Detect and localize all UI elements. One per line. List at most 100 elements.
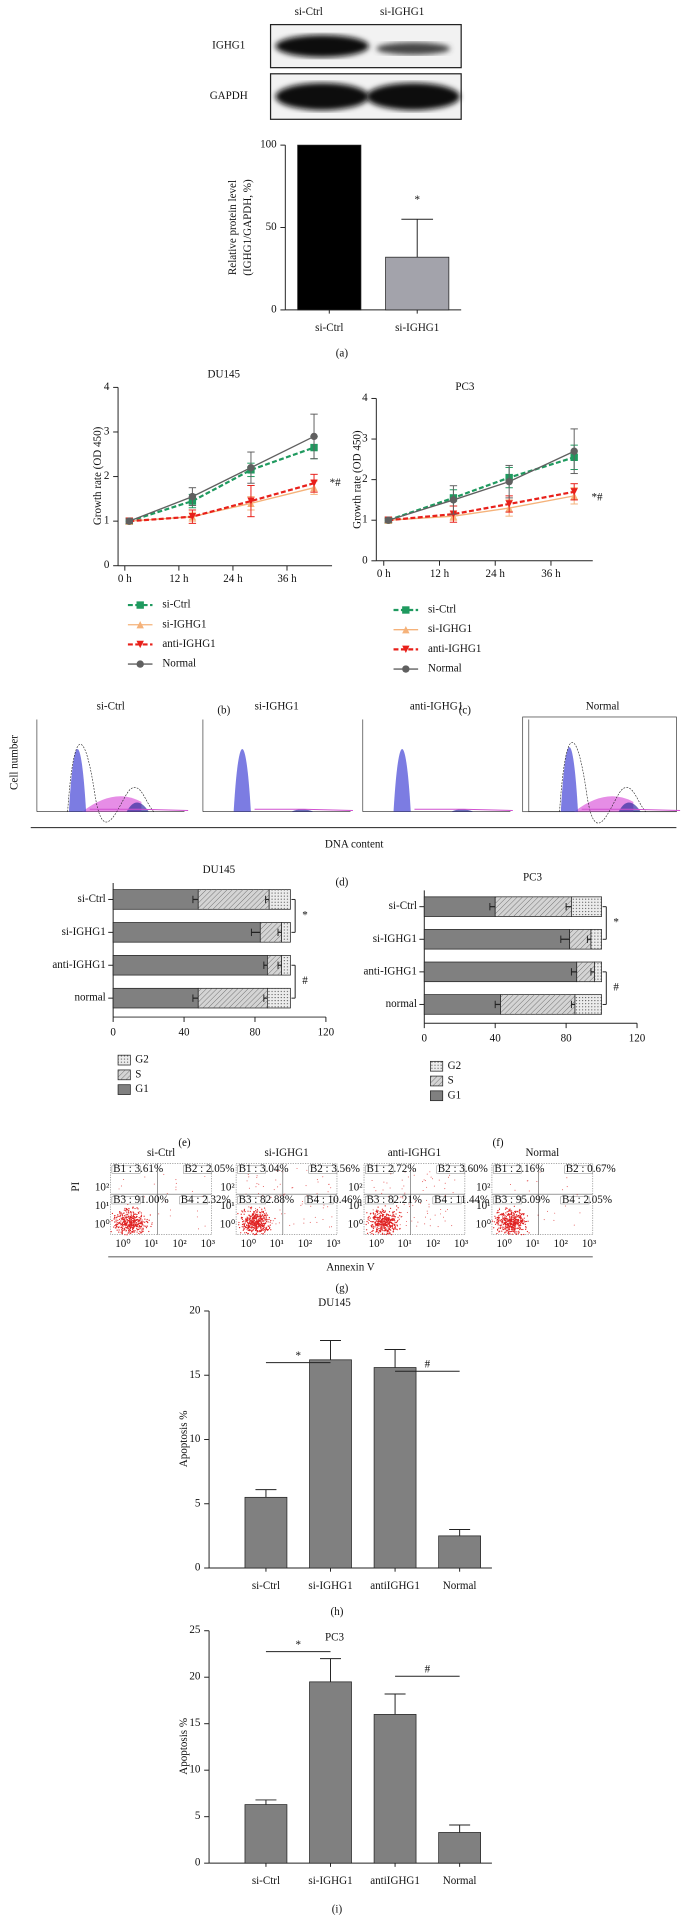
dot <box>113 1216 116 1219</box>
dot <box>512 1230 514 1232</box>
dot <box>140 1226 142 1228</box>
dot <box>142 1221 144 1223</box>
dot <box>516 1220 518 1222</box>
dot <box>126 1223 128 1225</box>
x-tick-label: 0 h <box>118 573 132 585</box>
dot <box>374 1226 376 1228</box>
dot <box>391 1227 394 1229</box>
quadrant-label: B2 : 3.60% <box>438 1163 488 1175</box>
dot <box>375 1223 377 1226</box>
dot <box>391 1219 393 1221</box>
dot <box>259 1213 261 1216</box>
dot <box>523 1220 525 1222</box>
dot <box>316 1221 318 1223</box>
dot <box>249 1226 251 1228</box>
dot <box>394 1226 396 1229</box>
dot <box>140 1214 143 1216</box>
quadrant-label: B3 : 82.88% <box>239 1194 295 1206</box>
dot <box>258 1183 260 1185</box>
dot <box>126 1209 129 1211</box>
dot <box>440 1209 442 1211</box>
dot <box>196 1216 198 1218</box>
dot <box>505 1207 507 1209</box>
dot <box>129 1228 131 1230</box>
dot <box>296 1167 298 1169</box>
y-tick-label: 50 <box>266 221 278 233</box>
dot <box>144 1221 146 1223</box>
bar-hatch <box>576 962 595 982</box>
dot <box>514 1219 516 1221</box>
dot <box>429 1171 431 1173</box>
dot <box>262 1211 265 1213</box>
chart-title: DU145 <box>203 864 236 876</box>
dot <box>140 1218 142 1220</box>
dot <box>379 1211 382 1213</box>
dot <box>386 1182 388 1184</box>
dot <box>150 1225 152 1228</box>
dot <box>518 1230 520 1232</box>
dot <box>246 1224 248 1227</box>
dot <box>495 1222 498 1224</box>
dot <box>244 1232 246 1234</box>
dot <box>265 1226 268 1228</box>
dot <box>137 1221 139 1223</box>
dot <box>507 1219 509 1221</box>
dot <box>134 1207 136 1210</box>
dot <box>260 1226 262 1229</box>
dot <box>392 1224 394 1226</box>
dot <box>384 1223 386 1226</box>
dot <box>175 1189 177 1191</box>
dot <box>293 1223 295 1225</box>
dot <box>372 1209 374 1211</box>
dot <box>124 1222 127 1225</box>
dot <box>376 1209 378 1211</box>
dot <box>249 1210 251 1213</box>
dot <box>305 1185 307 1187</box>
dot <box>519 1218 521 1220</box>
dot <box>247 1226 249 1228</box>
dot <box>367 1222 370 1224</box>
dot <box>393 1210 395 1213</box>
dot <box>306 1195 308 1197</box>
dot <box>246 1228 248 1230</box>
dot <box>117 1214 119 1216</box>
dot <box>537 1214 539 1216</box>
y-axis-label: (IGHG1/GAPDH, %) <box>242 179 254 276</box>
y-tick-label: 0 <box>362 554 368 566</box>
dot <box>524 1223 526 1225</box>
dot <box>251 1225 253 1227</box>
dot <box>502 1217 505 1219</box>
row-label: GAPDH <box>210 90 248 102</box>
x-tick-label: si-Ctrl <box>252 1875 280 1887</box>
dot <box>114 1221 116 1223</box>
dot <box>516 1233 518 1235</box>
dot <box>267 1221 269 1223</box>
dot <box>386 1230 388 1232</box>
marker <box>247 497 255 505</box>
quadrant-box <box>304 1196 334 1205</box>
dot <box>385 1215 387 1218</box>
dot <box>265 1220 268 1223</box>
quadrant-box <box>564 1165 593 1174</box>
dot <box>248 1228 250 1231</box>
dot <box>141 1230 143 1233</box>
dot <box>267 1228 269 1231</box>
dot <box>116 1216 118 1218</box>
dot <box>513 1224 515 1226</box>
dot <box>264 1230 266 1232</box>
dot <box>130 1221 133 1223</box>
quadrant-label: B1 : 3.61% <box>113 1163 163 1175</box>
bar-hatch <box>267 955 282 976</box>
series-line <box>129 482 315 523</box>
dot <box>387 1214 390 1216</box>
y-tick-label: normal <box>386 998 417 1010</box>
dot <box>387 1225 389 1228</box>
y-tick-label: 10 <box>189 1764 201 1776</box>
dot <box>255 1217 258 1219</box>
y-tick-label: 20 <box>189 1671 201 1683</box>
dot <box>292 1187 294 1189</box>
dot <box>506 1211 508 1213</box>
marker <box>188 492 197 501</box>
dot <box>142 1227 144 1229</box>
dot <box>502 1216 504 1218</box>
